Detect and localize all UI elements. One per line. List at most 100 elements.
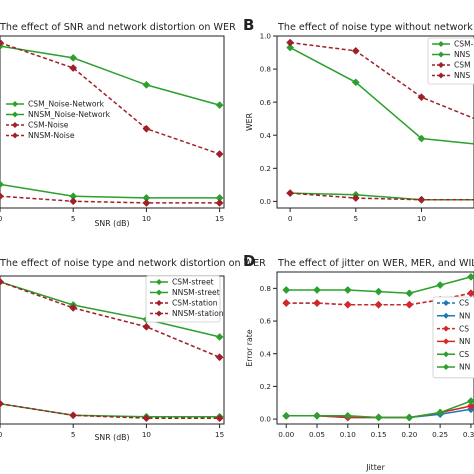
legend-swatch-marker (156, 300, 162, 306)
legend-label: NNSM-Noise (28, 131, 75, 140)
x-tick-label: 5 (71, 214, 76, 223)
series-point (215, 332, 224, 341)
legend-swatch-marker (12, 122, 18, 128)
series-point (215, 101, 224, 110)
legend-label: NNSM-street (172, 288, 220, 297)
legend-swatch-marker (443, 300, 449, 306)
legend-entry: CSM-street (150, 278, 214, 287)
series-point (351, 46, 360, 55)
legend-swatch-marker (12, 111, 18, 118)
series-point (286, 38, 295, 47)
y-tick-label: 0.6 (260, 317, 272, 326)
series-point (0, 38, 4, 47)
series-line-4 (0, 195, 220, 204)
legend-label: CSM-Noise (28, 121, 69, 130)
series-point (466, 402, 474, 410)
series-point (343, 300, 352, 309)
series-line-3 (290, 41, 474, 120)
series-point (215, 414, 224, 423)
series-point (69, 197, 78, 206)
legend-entry: CSM- (432, 40, 474, 49)
series-point (313, 286, 321, 294)
legend-entry: CSM-Noise (6, 121, 69, 130)
legend-swatch-marker (156, 289, 162, 296)
series-point (405, 413, 414, 422)
panel-label: B (243, 16, 254, 34)
legend-box (145, 275, 221, 323)
series-point (0, 192, 4, 201)
series-point (436, 408, 445, 417)
series-line-1 (0, 45, 220, 106)
legend-label: CSM (454, 61, 471, 70)
series-point (374, 300, 383, 309)
legend-label: CSM_Noise-Network (28, 100, 105, 109)
legend-label: CS (459, 299, 469, 308)
series-line-1 (0, 281, 220, 338)
series-point (69, 411, 78, 420)
series-point (417, 134, 426, 143)
series-point (282, 299, 291, 308)
chart-panel-2: The effect of noise type without network… (243, 16, 474, 223)
x-tick-label: 10 (417, 214, 427, 223)
legend-label: CSM- (454, 40, 474, 49)
series-point (417, 195, 426, 204)
x-tick-label: 15 (215, 214, 224, 223)
y-tick-label: 0.0 (260, 197, 272, 206)
series-point (142, 198, 151, 207)
series-point (374, 287, 383, 296)
x-tick-label: 0 (0, 214, 3, 223)
legend-label: CS (459, 350, 469, 359)
legend-label: NNSM-station (172, 309, 224, 318)
series-point (0, 180, 4, 189)
x-tick-label: 0.10 (340, 430, 356, 439)
legend-entry: CS (437, 299, 469, 308)
series-point (313, 299, 321, 308)
series-point (215, 353, 224, 362)
x-axis-label: SNR (dB) (94, 433, 129, 442)
y-tick-label: 0.8 (260, 284, 272, 293)
plot-area (286, 38, 474, 204)
plot-frame (0, 275, 225, 425)
legend-swatch-marker (438, 72, 444, 79)
series-point (69, 64, 78, 72)
chart-panel-1: The effect of SNR and network distortion… (0, 22, 236, 228)
series-point (215, 198, 224, 207)
x-tick-label: 0 (288, 214, 293, 223)
legend-label: NN (459, 312, 470, 321)
x-tick-label: 5 (71, 430, 76, 439)
series-point (343, 286, 352, 294)
series-point (142, 124, 151, 133)
plot-frame (0, 35, 225, 209)
plot-frame (276, 271, 474, 425)
y-tick-label: 1.0 (260, 32, 272, 41)
x-tick-label: 0.00 (278, 430, 294, 439)
legend-swatch-marker (443, 351, 449, 358)
y-tick-label: 0.2 (260, 382, 271, 391)
legend-label: CS (459, 324, 469, 333)
legend-swatch-marker (443, 312, 449, 319)
series-point (466, 272, 474, 281)
y-tick-label: 0.2 (260, 164, 271, 173)
legend-swatch-marker (443, 364, 449, 370)
x-tick-label: 0.15 (371, 430, 387, 439)
series-point (282, 286, 291, 294)
legend-label: NN (459, 363, 470, 372)
legend-entry: NN (437, 363, 470, 372)
y-tick-label: 0.4 (260, 131, 272, 140)
legend-swatch-marker (438, 41, 444, 47)
legend-swatch-marker (438, 62, 444, 68)
y-tick-label: 0.0 (260, 415, 272, 424)
series-point (286, 43, 295, 52)
x-tick-label: 0.05 (309, 430, 325, 439)
x-tick-label: 0.20 (401, 430, 417, 439)
x-axis-label: SNR (dB) (94, 219, 129, 228)
chart-panel-3: The effect of noise type and network dis… (0, 258, 266, 442)
y-tick-label: 0.6 (260, 98, 272, 107)
legend-swatch-marker (12, 132, 18, 139)
series-point (0, 277, 4, 286)
legend-entry: NN (437, 337, 470, 346)
